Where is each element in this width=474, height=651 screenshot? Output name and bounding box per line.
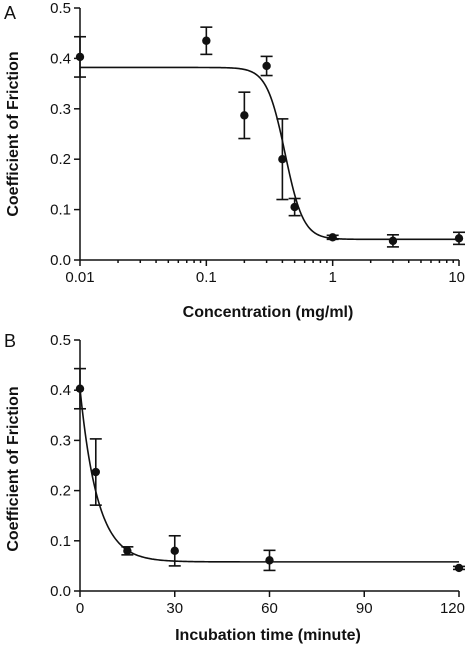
panel-a-x-tick-label: 10: [448, 269, 465, 286]
panel-b-y-tick-label: 0.1: [50, 533, 71, 550]
panel-b-y-axis-title: Coefficient of Friction: [5, 386, 22, 551]
panel-a-y-tick-label: 0.4: [50, 50, 71, 67]
panel-b-x-tick-label: 90: [356, 600, 373, 617]
panel-b-data-point: [123, 546, 132, 556]
panel-b-x-tick-label: 0: [76, 600, 84, 617]
panel-a-data-point: [262, 61, 271, 71]
panel-a-x-tick-label: 0.1: [196, 269, 217, 286]
panel-b-data-point: [265, 556, 274, 565]
panel-a-y-tick-label: 0.5: [50, 0, 71, 17]
panel-a-data-point: [454, 234, 464, 243]
panel-a-letter: A: [4, 3, 16, 23]
panel-a-x-tick-label: 1: [328, 269, 336, 286]
panel-b-y-tick-label: 0.4: [50, 382, 71, 399]
panel-a-y-tick-label: 0.3: [50, 101, 71, 118]
panel-b-x-tick-label: 120: [440, 600, 465, 617]
panel-b-data-point: [170, 546, 179, 556]
panel-b-y-tick-label: 0.2: [50, 483, 71, 500]
panel-a-y-tick-label: 0.1: [50, 202, 71, 219]
panel-b-x-tick-label: 60: [261, 600, 278, 617]
panel-a-data-point: [388, 236, 398, 246]
panel-a-data-point: [290, 202, 299, 212]
panel-a-x-axis-title: Concentration (mg/ml): [183, 304, 354, 321]
panel-b-fit-curve: [79, 388, 459, 563]
panel-b-x-axis-title: Incubation time (minute): [175, 627, 361, 644]
panel-b-y-tick-label: 0.0: [50, 583, 71, 600]
panel-a-fit-curve: [80, 66, 459, 241]
panel-b-data-point: [91, 467, 100, 477]
panel-a-data-point: [240, 111, 249, 120]
panel-a-y-tick-label: 0.0: [50, 252, 71, 269]
panel-b-data-point: [75, 384, 85, 393]
panel-a: A Coefficient of Friction Concentration …: [4, 0, 465, 321]
panel-b-y-tick-label: 0.5: [50, 332, 71, 349]
panel-b-x-tick-label: 30: [166, 600, 183, 617]
panel-a-data-point: [278, 155, 287, 164]
panel-a-x-tick-label: 0.01: [65, 269, 94, 286]
panel-b-y-tick-label: 0.3: [50, 432, 71, 449]
panel-a-y-axis-title: Coefficient of Friction: [5, 51, 22, 216]
panel-b: B Coefficient of Friction Incubation tim…: [4, 331, 465, 644]
panel-a-data-point: [202, 36, 211, 45]
panel-a-data-point: [75, 52, 85, 62]
panel-a-data-point: [328, 233, 337, 242]
panel-a-y-tick-label: 0.2: [50, 151, 71, 168]
panel-b-letter: B: [4, 331, 16, 351]
panel-b-data-point: [454, 563, 464, 573]
